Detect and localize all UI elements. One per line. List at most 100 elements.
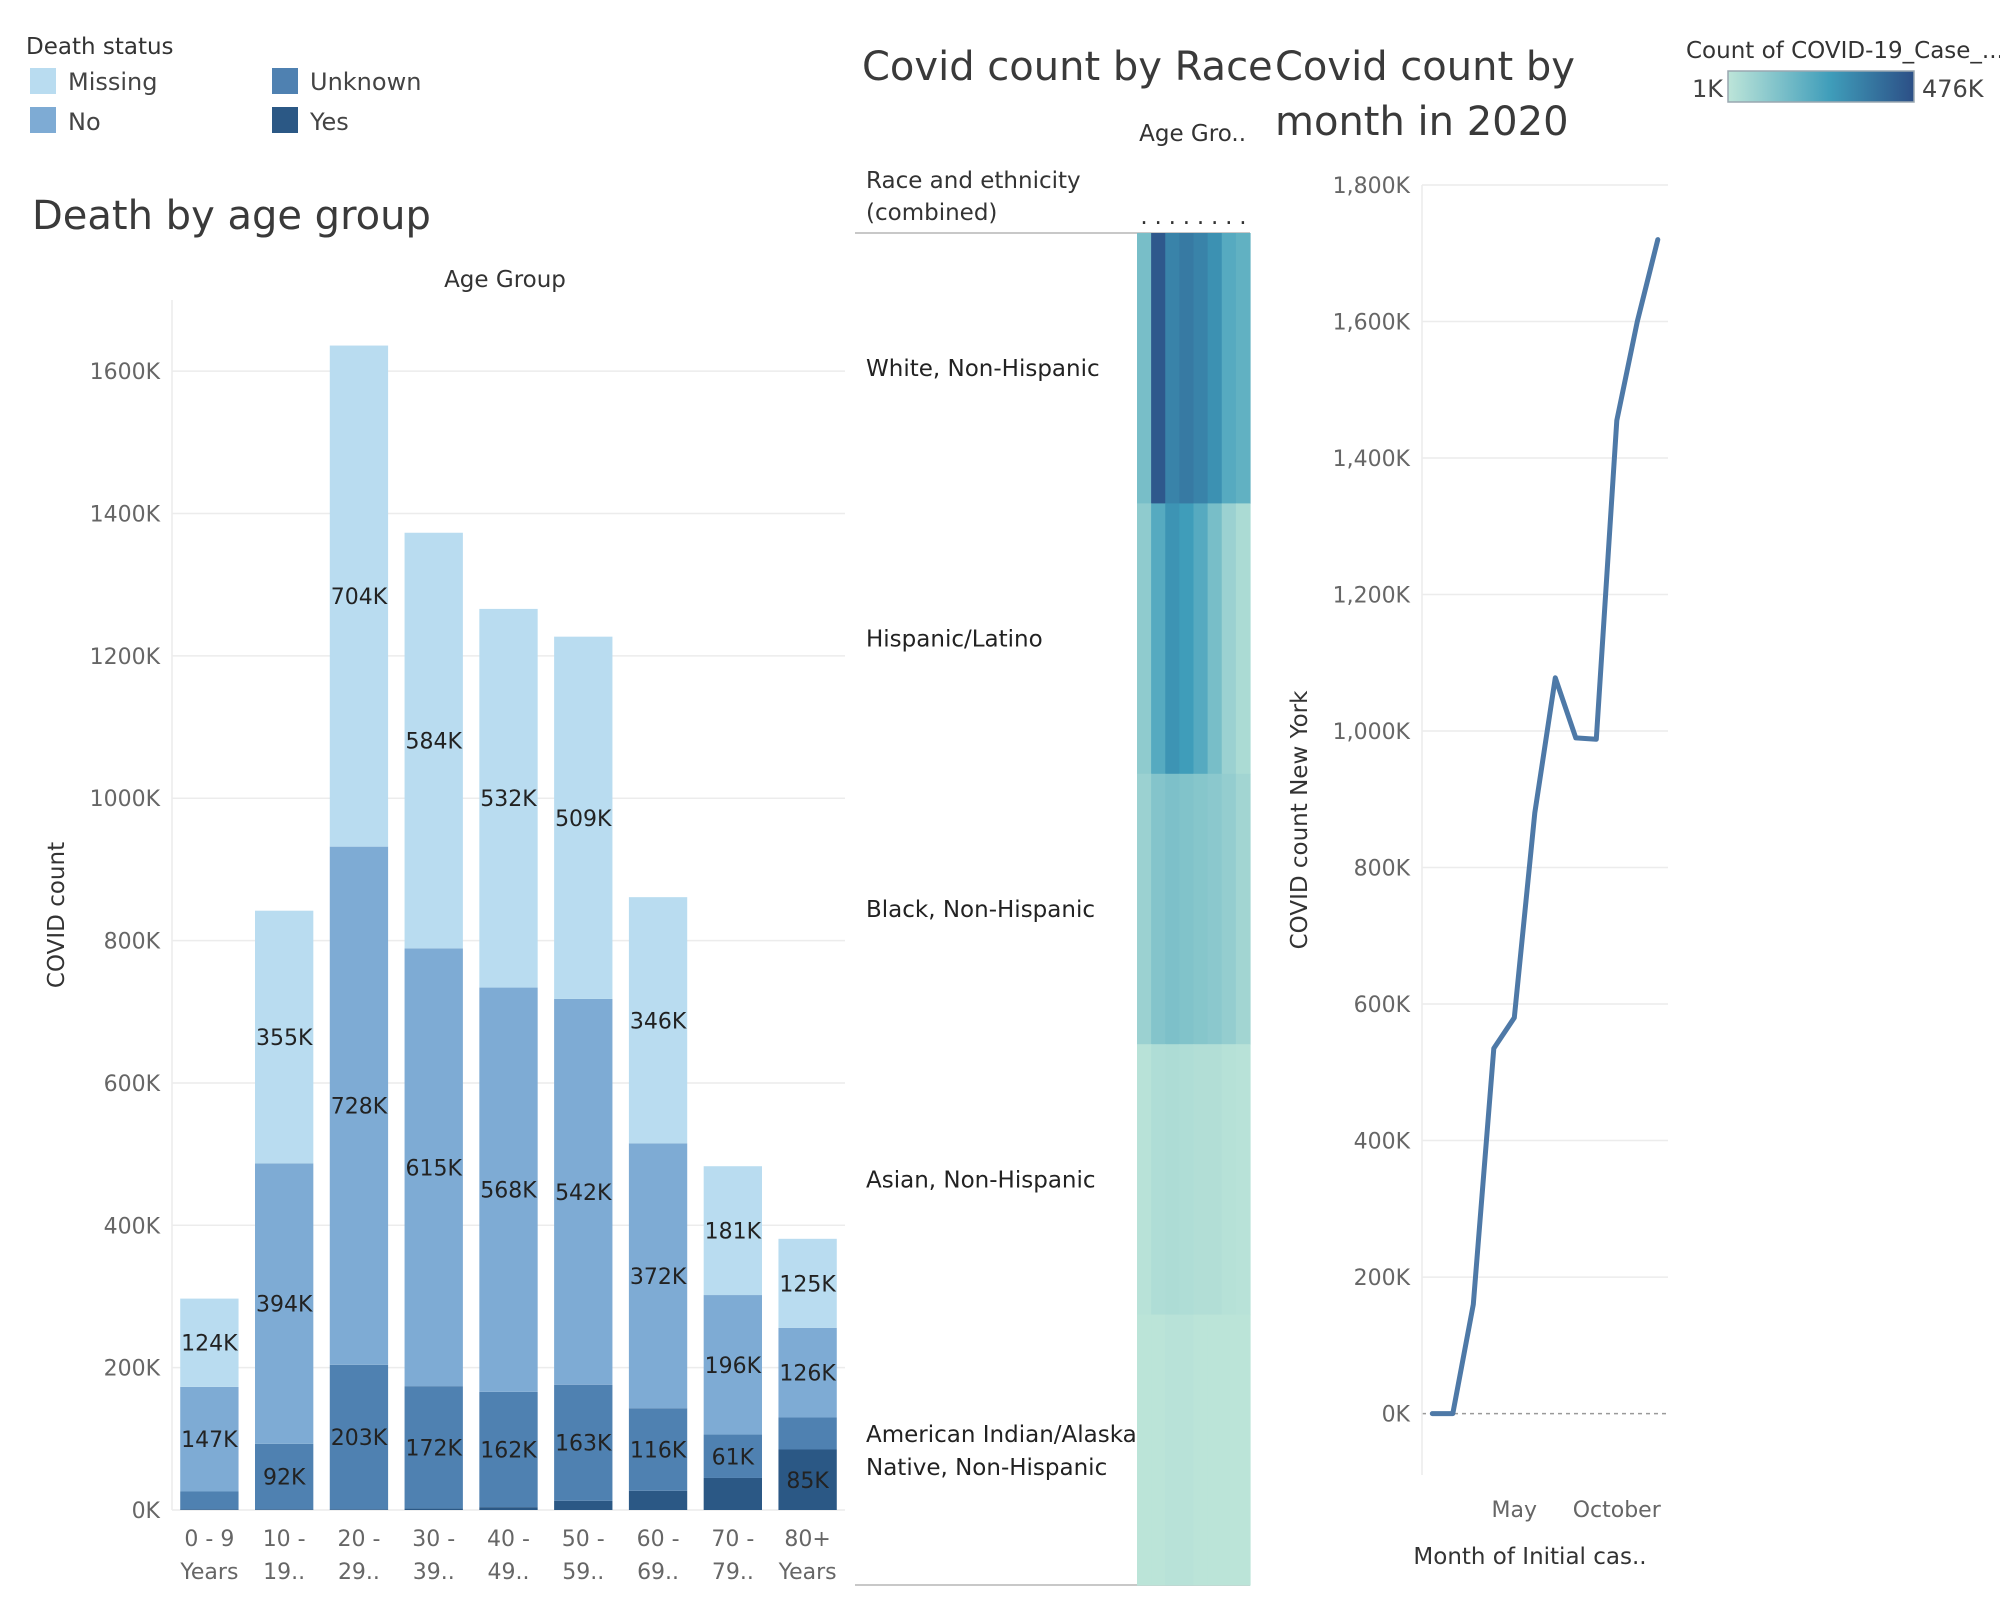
bar-segment-unknown[interactable] — [554, 1384, 613, 1501]
heatmap-cell[interactable] — [1207, 1044, 1223, 1316]
heatmap-cell[interactable] — [1165, 1314, 1180, 1586]
legend-item-missing[interactable]: Missing — [30, 68, 158, 96]
bar-segment-missing[interactable] — [255, 910, 314, 1164]
heatmap-cell[interactable] — [1179, 503, 1195, 775]
line-y-tick-label: 1,400K — [1333, 447, 1411, 472]
legend-item-unknown[interactable]: Unknown — [272, 68, 421, 96]
line-y-tick-label: 200K — [1354, 1266, 1411, 1291]
bar-segment-yes[interactable] — [554, 1500, 613, 1510]
legend-item-yes[interactable]: Yes — [272, 107, 349, 136]
heatmap-cell[interactable] — [1137, 1314, 1152, 1586]
bar-segment-unknown[interactable] — [329, 1364, 389, 1510]
heatmap-cell[interactable] — [1165, 773, 1180, 1045]
bar-segment-unknown[interactable] — [404, 1386, 463, 1509]
bar-segment-yes[interactable] — [255, 1509, 314, 1510]
heatmap-cell[interactable] — [1151, 773, 1166, 1045]
heatmap-cell[interactable] — [1221, 1314, 1237, 1586]
bar-segment-no[interactable] — [180, 1386, 239, 1492]
heatmap-cell[interactable] — [1207, 773, 1223, 1045]
heatmap-cell[interactable] — [1179, 1314, 1195, 1586]
bar-segment-missing[interactable] — [628, 897, 688, 1144]
bar-segment-unknown[interactable] — [479, 1391, 538, 1508]
bar-segment-no[interactable] — [778, 1327, 837, 1418]
bar-segment-unknown[interactable] — [255, 1443, 314, 1510]
bar-segment-no[interactable] — [255, 1163, 314, 1444]
heatmap-cell[interactable] — [1207, 1314, 1223, 1586]
line-x-axis-label: Month of Initial cas.. — [1413, 1544, 1646, 1570]
bar-segment-unknown[interactable] — [778, 1417, 837, 1450]
heatmap-cell[interactable] — [1193, 503, 1209, 775]
heatmap-column-label: . — [1183, 204, 1190, 230]
death-status-legend: Death status Missing No Unknown Yes — [26, 34, 421, 136]
bar-segment-yes[interactable] — [703, 1477, 762, 1510]
bar-segment-no[interactable] — [703, 1295, 762, 1435]
bar-segment-no[interactable] — [404, 948, 463, 1387]
bar-segment-no[interactable] — [554, 998, 613, 1385]
bar-segment-missing[interactable] — [329, 345, 389, 847]
heatmap-cell[interactable] — [1151, 503, 1166, 775]
line-y-tick-label: 1,000K — [1333, 720, 1411, 745]
heatmap-cell[interactable] — [1179, 233, 1195, 504]
heatmap-cell[interactable] — [1193, 1044, 1209, 1316]
legend-label-no: No — [68, 108, 101, 136]
heatmap-cell[interactable] — [1137, 503, 1152, 775]
bar-segment-missing[interactable] — [554, 636, 613, 999]
heatmap-cell[interactable] — [1235, 233, 1251, 504]
heatmap-cell[interactable] — [1207, 503, 1223, 775]
bar-segment-missing[interactable] — [180, 1298, 239, 1387]
heatmap-cell[interactable] — [1165, 233, 1180, 504]
heatmap-cell[interactable] — [1207, 233, 1223, 504]
heatmap-cell[interactable] — [1151, 1314, 1166, 1586]
bar-segment-missing[interactable] — [778, 1238, 837, 1328]
bar-x-tick-label: 50 - — [562, 1527, 605, 1552]
heatmap-cell[interactable] — [1137, 1044, 1152, 1316]
heatmap-row-label-hispanic-latino: Hispanic/Latino — [866, 627, 1043, 653]
color-legend-max: 476K — [1922, 75, 1985, 103]
heatmap-cell[interactable] — [1151, 1044, 1166, 1316]
heatmap-cell[interactable] — [1193, 233, 1209, 504]
heatmap-cell[interactable] — [1221, 503, 1237, 775]
color-legend-title: Count of COVID-19_Case_... — [1686, 38, 2000, 64]
bar-segment-no[interactable] — [628, 1143, 688, 1409]
heatmap-cell[interactable] — [1221, 1044, 1237, 1316]
bar-segment-missing[interactable] — [479, 608, 538, 988]
heatmap-column-label: . — [1239, 204, 1246, 230]
heatmap-cell[interactable] — [1221, 233, 1237, 504]
heatmap-cell[interactable] — [1193, 1314, 1209, 1586]
bar-segment-unknown[interactable] — [180, 1491, 239, 1510]
heatmap-cell[interactable] — [1165, 1044, 1180, 1316]
bar-x-tick-label: 80+ — [784, 1527, 830, 1552]
heatmap-column-label: . — [1169, 204, 1176, 230]
bar-segment-yes[interactable] — [404, 1508, 463, 1510]
heatmap-cell[interactable] — [1221, 773, 1237, 1045]
heatmap-cell[interactable] — [1137, 233, 1152, 504]
bar-data-label: 126K — [779, 1362, 836, 1387]
heatmap-cell[interactable] — [1179, 1044, 1195, 1316]
bar-segment-yes[interactable] — [778, 1449, 837, 1511]
bar-segment-unknown[interactable] — [703, 1434, 762, 1478]
bar-segment-no[interactable] — [479, 987, 538, 1392]
heatmap-cell[interactable] — [1235, 1044, 1251, 1316]
bar-segment-unknown[interactable] — [628, 1408, 688, 1491]
bar-segment-no[interactable] — [329, 846, 389, 1365]
legend-item-no[interactable]: No — [30, 107, 101, 136]
legend-label-unknown: Unknown — [310, 68, 421, 96]
heatmap-cell[interactable] — [1151, 233, 1166, 504]
bar-data-label: 85K — [786, 1469, 829, 1494]
bar-segment-yes[interactable] — [180, 1509, 239, 1510]
heatmap-cell[interactable] — [1165, 503, 1180, 775]
line-y-axis-label: COVID count New York — [1287, 690, 1313, 949]
heatmap-cell[interactable] — [1235, 773, 1251, 1045]
heatmap-cell[interactable] — [1137, 773, 1152, 1045]
heatmap-cells — [1137, 233, 1251, 1586]
bar-segment-missing[interactable] — [404, 532, 463, 949]
bar-data-label: 568K — [480, 1179, 537, 1204]
bar-segment-missing[interactable] — [703, 1166, 762, 1296]
heatmap-cell[interactable] — [1193, 773, 1209, 1045]
heatmap-cell[interactable] — [1235, 1314, 1251, 1586]
heatmap-cell[interactable] — [1235, 503, 1251, 775]
heatmap-cell[interactable] — [1179, 773, 1195, 1045]
bar-segment-yes[interactable] — [329, 1509, 389, 1510]
bar-segment-yes[interactable] — [479, 1507, 538, 1510]
bar-segment-yes[interactable] — [628, 1490, 688, 1510]
